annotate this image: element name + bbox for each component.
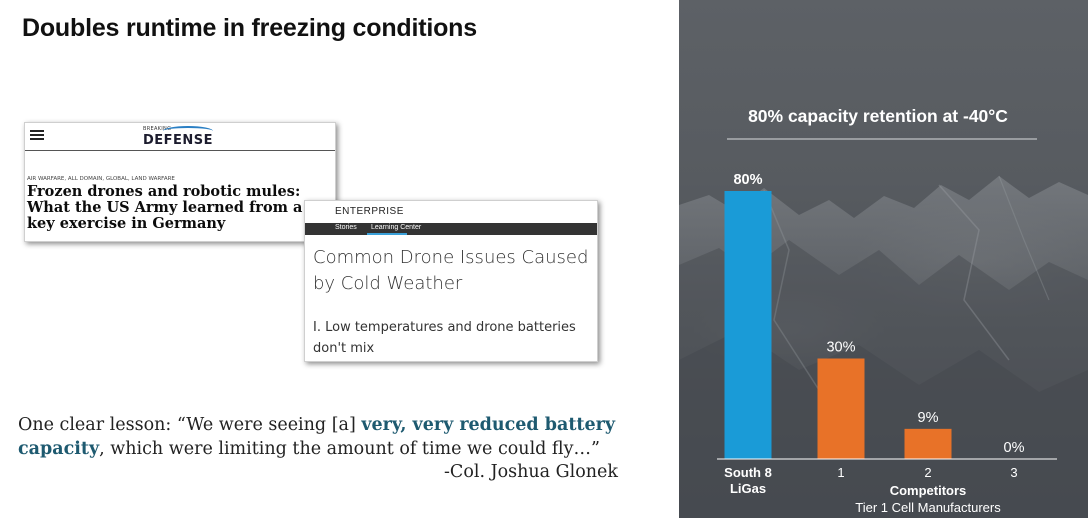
nav-item-stories: Stories [335,224,357,231]
competitors-group-label: Competitors [890,483,967,498]
article-title: Common Drone Issues Caused by Cold Weath… [313,247,589,294]
slide-title: Doubles runtime in freezing conditions [22,14,477,42]
logo-small-text: BREAKING [143,126,172,132]
quote-part-1: One clear lesson: “We were seeing [a] [18,415,362,435]
logo-swoosh-icon [163,126,213,136]
quote-highlight-2: capacity [18,439,100,459]
quote-highlight-1: very, very reduced battery [361,415,616,435]
quote-attribution: -Col. Joshua Glonek [444,462,618,482]
logo-main-text: DEFENSE [143,133,214,148]
nav-bar: Stories Learning Center [305,223,597,235]
quote-text: One clear lesson: “We were seeing [a] ve… [18,413,638,461]
competitors-group-sublabel: Tier 1 Cell Manufacturers [855,500,1001,515]
chart-panel: 80% capacity retention at -40°C 80% South… [679,0,1088,518]
article-headline: Frozen drones and robotic mules: What th… [27,183,303,232]
hamburger-menu-icon [30,130,44,140]
news-clipping-breaking-defense: BREAKING DEFENSE AIR WARFARE, ALL DOMAIN… [24,122,336,242]
bar-chart: 80% capacity retention at -40°C 80% South… [717,106,1057,515]
quote-part-2: , which were limiting the amount of time… [99,439,600,459]
enterprise-brand: ENTERPRISE [335,206,404,217]
bar-competitor-1 [817,358,865,459]
chart-title: 80% capacity retention at -40°C [748,106,1008,126]
news-clipping-enterprise: ENTERPRISE Stories Learning Center Commo… [304,200,598,362]
data-label-1: 30% [826,340,855,356]
data-label-0: 80% [733,172,762,188]
data-label-3: 0% [1004,440,1025,456]
mountain-background [679,175,1088,518]
nav-active-indicator [367,233,407,235]
article-subheading: I. Low temperatures and drone batteries … [313,320,576,356]
nav-item-learning-center: Learning Center [371,224,422,231]
category-label-0: LiGas [730,481,766,496]
bar-competitor-2 [904,428,952,459]
bar-south-8-ligas [724,191,772,459]
category-label-0: South 8 [724,465,772,480]
category-label-3: 3 [1010,465,1017,480]
breaking-defense-logo: BREAKING DEFENSE [143,126,215,148]
category-label-2: 2 [924,465,931,480]
data-label-2: 9% [918,410,939,426]
category-label-1: 1 [837,465,844,480]
article-tags: AIR WARFARE, ALL DOMAIN, GLOBAL, LAND WA… [27,176,175,182]
header-divider [25,150,335,151]
